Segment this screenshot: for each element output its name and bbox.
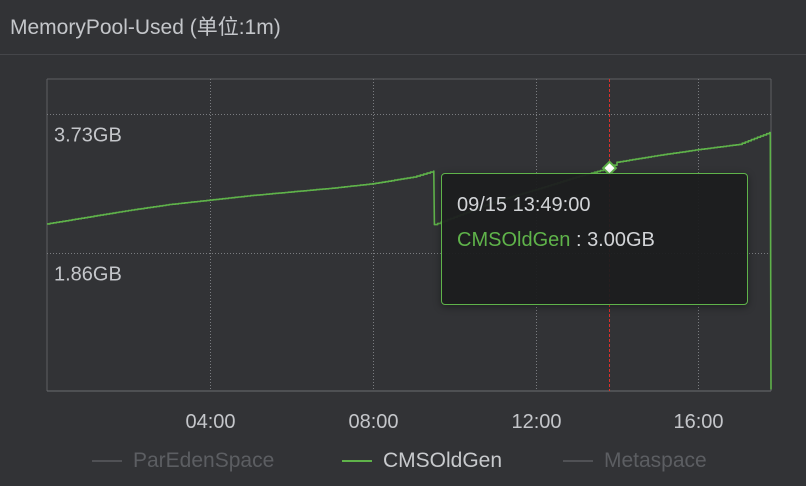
tooltip-time: 09/15 13:49:00 <box>457 194 591 216</box>
series-line-cmsoldgen <box>47 131 772 390</box>
legend-swatch <box>342 460 372 462</box>
panel-header: MemoryPool-Used (单位:1m) <box>0 0 806 55</box>
tooltip-value: 3.00GB <box>587 229 655 251</box>
chart-tooltip: 09/15 13:49:00 CMSOldGen : 3.00GB <box>441 173 748 305</box>
x-tick-label: 04:00 <box>185 411 235 433</box>
memory-pool-chart[interactable]: 1.86GB 3.73GB 04:00 08:00 12:00 16:00 <box>0 55 806 446</box>
x-tick-label: 12:00 <box>511 411 561 433</box>
legend-swatch <box>563 460 593 462</box>
legend-label: Metaspace <box>604 449 707 472</box>
tooltip-row: CMSOldGen : 3.00GB <box>457 229 655 252</box>
tooltip-separator: : <box>575 229 582 251</box>
legend-label: CMSOldGen <box>383 449 503 472</box>
chart-legend: ParEdenSpace CMSOldGen Metaspace <box>0 446 806 476</box>
x-tick-label: 16:00 <box>673 411 723 433</box>
legend-label: ParEdenSpace <box>133 449 275 472</box>
legend-swatch <box>92 460 122 462</box>
x-tick-label: 08:00 <box>348 411 398 433</box>
y-tick-label: 1.86GB <box>54 264 122 286</box>
x-axis-ticks: 04:00 08:00 12:00 16:00 <box>185 411 723 433</box>
hover-point-marker <box>601 160 618 176</box>
chart-series <box>47 131 772 390</box>
y-axis-ticks: 1.86GB 3.73GB <box>54 125 122 286</box>
tooltip-series-name: CMSOldGen <box>457 229 571 251</box>
panel-title: MemoryPool-Used (单位:1m) <box>10 16 281 39</box>
y-tick-label: 3.73GB <box>54 125 122 147</box>
